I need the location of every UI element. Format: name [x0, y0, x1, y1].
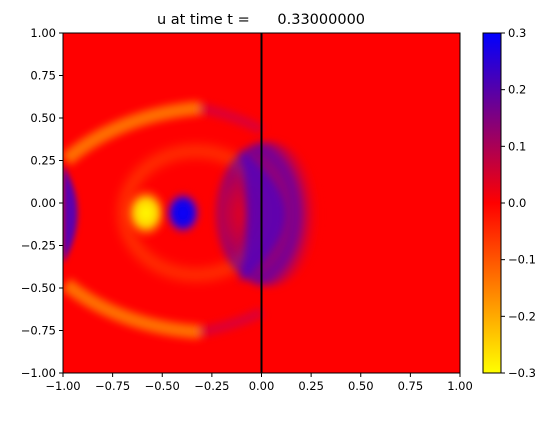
positive-blob: [163, 189, 203, 237]
colorbar-tick-label: −0.2: [508, 309, 536, 323]
colorbar-axis: 0.3 0.2 0.1 0.0 −0.1 −0.2 −0.3: [501, 26, 536, 380]
y-tick-label: 1.00: [30, 26, 56, 40]
colorbar-tick-label: 0.1: [508, 139, 526, 153]
x-tick-label: −0.75: [95, 379, 130, 393]
y-tick-label: 0.25: [30, 154, 56, 168]
x-tick-label: −0.25: [194, 379, 229, 393]
x-tick-label: −0.50: [145, 379, 180, 393]
y-tick-label: −0.25: [21, 239, 56, 253]
left-edge-feature: [63, 165, 78, 264]
x-tick-label: 0.50: [348, 379, 374, 393]
y-tick-label: −0.75: [21, 324, 56, 338]
colorbar-tick-label: 0.0: [508, 196, 526, 210]
x-axis: −1.00 −0.75 −0.50 −0.25 0.00 0.25 0.50 0.75 1.00: [45, 373, 473, 393]
y-tick-label: 0.75: [30, 69, 56, 83]
colorbar: [482, 32, 502, 374]
right-arc-wave: [216, 142, 320, 286]
colorbar-tick-label: −0.3: [508, 366, 536, 380]
x-tick-label: 0.00: [249, 379, 275, 393]
y-tick-label: 0.50: [30, 111, 56, 125]
colorbar-tick-label: 0.3: [508, 26, 526, 40]
x-tick-label: −1.00: [45, 379, 80, 393]
y-tick-label: −0.50: [21, 281, 56, 295]
x-tick-label: 0.75: [398, 379, 424, 393]
x-tick-label: 1.00: [447, 379, 473, 393]
negative-blob: [124, 187, 168, 239]
y-axis: −1.00 −0.75 −0.50 −0.25 0.00 0.25 0.50 0.75 1.00: [21, 26, 63, 380]
colorbar-tick-label: 0.2: [508, 83, 526, 97]
outer-ring: [63, 101, 265, 339]
y-tick-label: −1.00: [21, 366, 56, 380]
chart-title: u at time t = 0.33000000: [157, 12, 365, 28]
y-tick-label: 0.00: [30, 196, 56, 210]
colorbar-tick-label: −0.1: [508, 253, 536, 267]
x-tick-label: 0.25: [298, 379, 324, 393]
